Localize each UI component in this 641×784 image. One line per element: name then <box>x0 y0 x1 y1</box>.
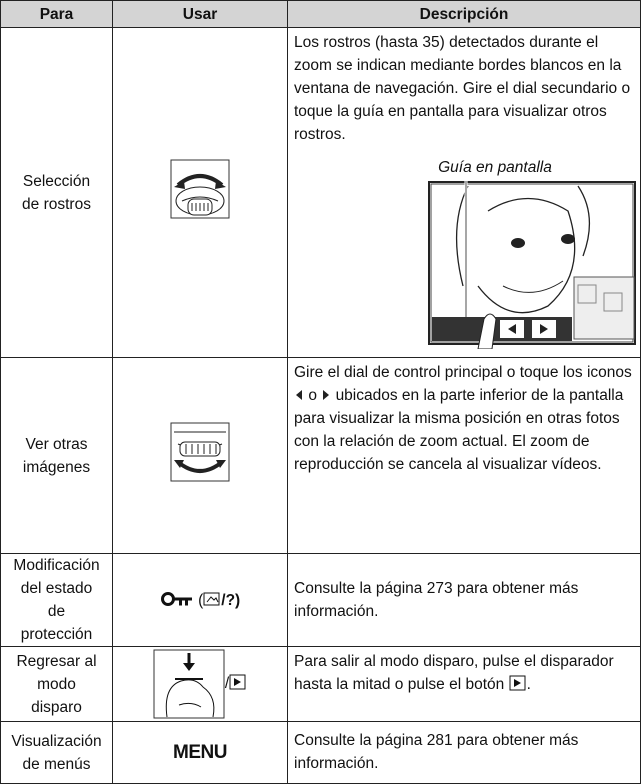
desc-cell: Para salir al modo disparo, pulse el dis… <box>287 646 641 722</box>
para-cell: Visualización de menús <box>0 721 113 784</box>
desc-text: Los rostros (hasta 35) detectados durant… <box>294 34 631 143</box>
play-icon <box>509 675 526 691</box>
row: Visualización de menús MENU Consulte la … <box>0 721 641 784</box>
desc-text: Gire el dial de control principal o toqu… <box>294 364 632 381</box>
usar-cell <box>112 357 288 554</box>
caption: Guía en pantalla <box>438 159 552 176</box>
header-cell: Descripción <box>287 0 641 28</box>
usar-cell: MENU <box>112 721 288 784</box>
desc-text: Consulte la página 281 para obtener más … <box>294 732 579 772</box>
para-cell: Regresar al modo disparo <box>0 646 113 722</box>
usar-text: /?) <box>221 591 241 609</box>
usar-text: / <box>224 675 230 693</box>
desc-cell: Los rostros (hasta 35) detectados durant… <box>287 27 641 358</box>
header-cell: Para <box>0 0 113 28</box>
desc-text: Consulte la página 273 para obtener más … <box>294 579 579 620</box>
usar-cell: ( /?) <box>112 553 288 647</box>
row: Regresar al modo disparo / Para salir al… <box>0 646 641 722</box>
row: Selección de rostros Los rostros (hasta … <box>0 27 641 358</box>
header-row: Para Usar Descripción <box>0 0 641 28</box>
usar-cell: / <box>112 646 288 722</box>
right-icon <box>323 390 330 400</box>
desc-text: ubicados en la parte inferior de la pant… <box>294 387 624 473</box>
desc-text: o <box>308 387 317 404</box>
header-cell: Usar <box>112 0 288 28</box>
protect-icon <box>203 592 220 605</box>
row: Modificación del estado de protección ( /… <box>0 553 641 647</box>
main-dial-icon <box>170 422 230 482</box>
left-icon <box>296 390 302 400</box>
sub-dial-icon <box>170 159 230 219</box>
para-cell: Ver otras imágenes <box>0 357 113 554</box>
shutter-icon <box>153 649 225 719</box>
play-icon <box>229 674 246 690</box>
usar-cell <box>112 27 288 358</box>
desc-text: Para salir al modo disparo, pulse el dis… <box>294 653 614 693</box>
desc-cell: Consulte la página 281 para obtener más … <box>287 721 641 784</box>
para-cell: Modificación del estado de protección <box>0 553 113 647</box>
screen-illustration <box>428 181 636 349</box>
desc-cell: Gire el dial de control principal o toqu… <box>287 357 641 554</box>
usar-text: ( <box>198 591 204 609</box>
key-icon <box>160 591 192 606</box>
menu-label: MENU <box>173 741 227 763</box>
para-cell: Selección de rostros <box>0 27 113 358</box>
row: Ver otras imágenes Gire el dial de contr… <box>0 357 641 554</box>
desc-text: . <box>526 676 531 693</box>
desc-cell: Consulte la página 273 para obtener más … <box>287 553 641 647</box>
